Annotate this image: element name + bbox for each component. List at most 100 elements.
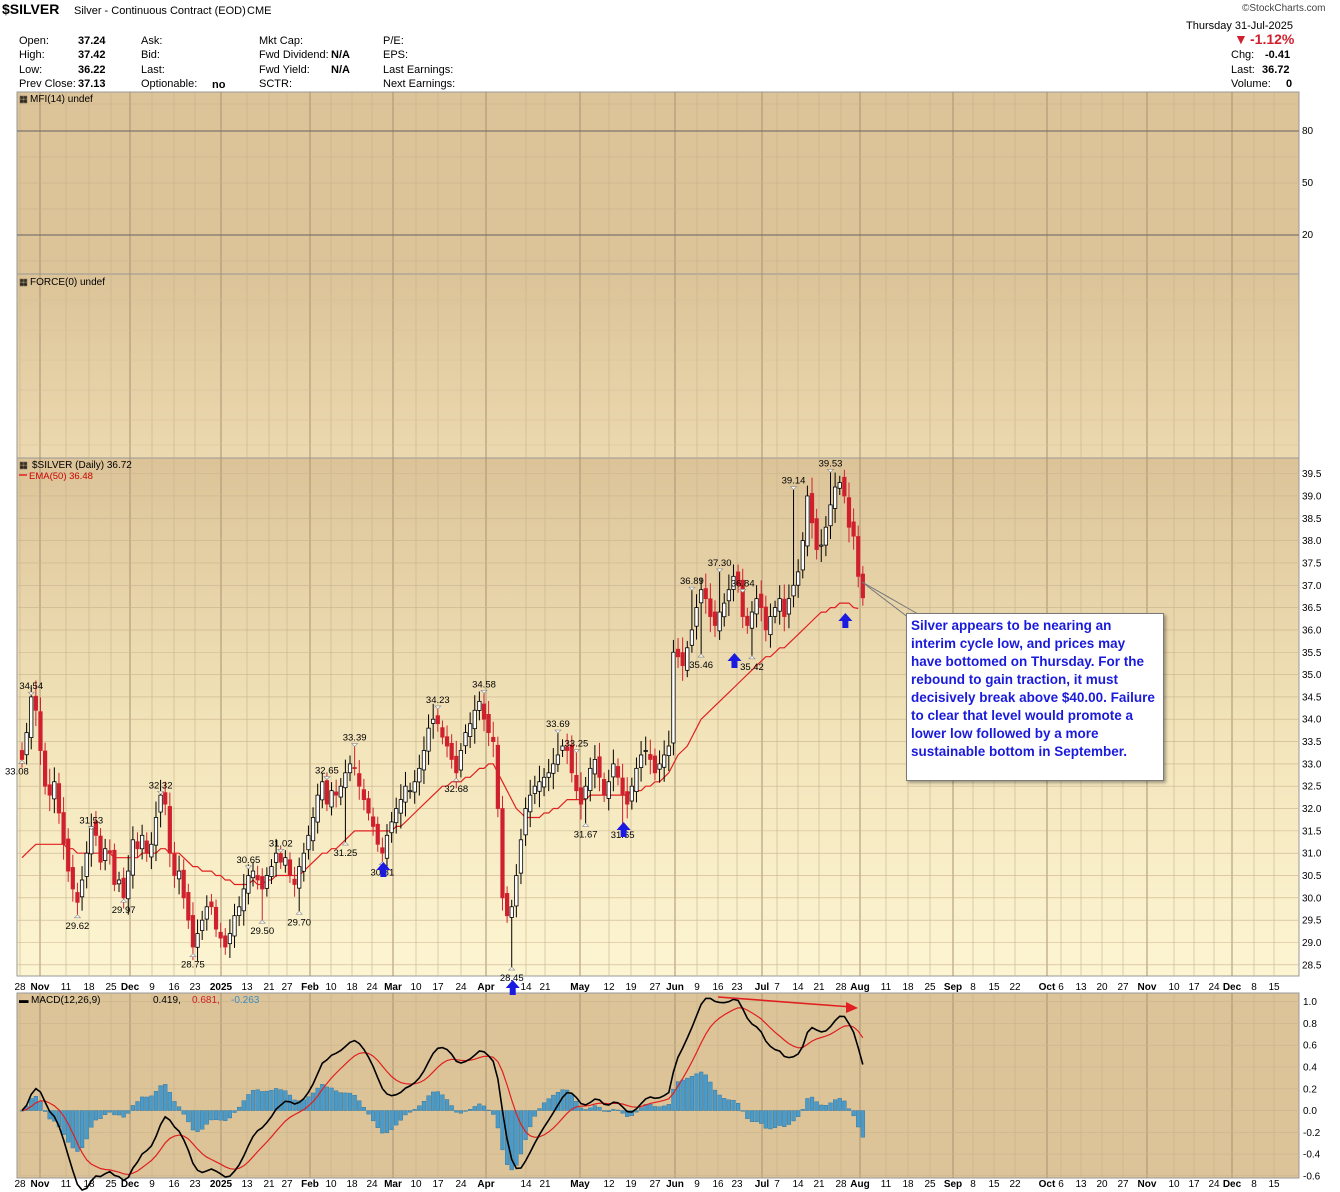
candle-body bbox=[477, 700, 482, 711]
candle-body bbox=[532, 785, 537, 794]
symbol-title[interactable]: $SILVER bbox=[2, 1, 60, 17]
macd-hist-bar bbox=[38, 1101, 43, 1111]
macd-hist-bar bbox=[712, 1089, 718, 1111]
annotation-box[interactable]: Silver appears to be nearing an interim … bbox=[906, 613, 1164, 781]
x-tick-label: 8 bbox=[970, 1179, 976, 1190]
candle-body bbox=[338, 785, 343, 798]
watermark[interactable]: ©StockCharts.com bbox=[1242, 3, 1326, 14]
macd-y-tick: 0.8 bbox=[1303, 1019, 1317, 1030]
candle-body bbox=[135, 841, 140, 850]
candle-body bbox=[712, 611, 718, 626]
candle-body bbox=[495, 744, 500, 809]
open-label: Open: bbox=[19, 35, 49, 47]
candle-body bbox=[255, 874, 260, 881]
macd-hist-bar bbox=[140, 1096, 145, 1111]
candle-body bbox=[223, 935, 228, 948]
x-tick-label: 27 bbox=[1117, 982, 1129, 993]
macd-hist-bar bbox=[93, 1110, 99, 1121]
macd-line bbox=[21, 997, 864, 1191]
price-y-tick: 36.5 bbox=[1302, 603, 1322, 614]
candle-body bbox=[241, 888, 246, 912]
candle-body bbox=[541, 776, 547, 788]
x-tick-label: 15 bbox=[1268, 982, 1280, 993]
price-y-tick: 33.0 bbox=[1302, 759, 1322, 770]
price-label-marker bbox=[87, 826, 96, 830]
candle-body bbox=[740, 579, 745, 617]
candle-body bbox=[283, 857, 288, 866]
x-tick-label: 9 bbox=[149, 1179, 155, 1190]
price-label: 29.50 bbox=[250, 926, 274, 937]
candle-body bbox=[629, 785, 634, 802]
price-icon[interactable]: ▦ bbox=[19, 460, 28, 471]
macd-hist-bar bbox=[680, 1079, 685, 1111]
price-y-tick: 37.0 bbox=[1302, 581, 1322, 592]
macd-hist-bar bbox=[477, 1103, 482, 1111]
x-tick-label: Aug bbox=[850, 1179, 869, 1190]
price-label: 31.67 bbox=[574, 829, 598, 840]
buy-arrows bbox=[376, 613, 853, 995]
price-y-tick: 30.0 bbox=[1302, 893, 1322, 904]
instrument-name: Silver - Continuous Contract (EOD) bbox=[74, 5, 246, 17]
candle-body bbox=[107, 850, 112, 854]
macd-hist-bar bbox=[791, 1110, 796, 1122]
macd-hist-bar bbox=[103, 1110, 108, 1115]
candle-body bbox=[246, 875, 251, 894]
macd-hist-bar bbox=[112, 1110, 117, 1116]
macd-icon[interactable]: ▬ bbox=[19, 995, 29, 1006]
x-tick-label: 11 bbox=[881, 982, 892, 993]
macd-hist-bar bbox=[361, 1107, 366, 1111]
candle-body bbox=[643, 750, 648, 752]
x-tick-label: 6 bbox=[1058, 1179, 1064, 1190]
buy-arrow-icon bbox=[838, 613, 853, 628]
annotation-pointer-2 bbox=[861, 581, 919, 615]
candle-body bbox=[153, 817, 159, 846]
candlesticks bbox=[19, 469, 865, 968]
candle-body bbox=[186, 892, 191, 921]
candle-body bbox=[375, 823, 380, 845]
fwd-dividend-label: Fwd Dividend: bbox=[259, 49, 329, 61]
last-earnings-label: Last Earnings: bbox=[383, 64, 454, 76]
price-label: 33.39 bbox=[343, 732, 367, 743]
candle-body bbox=[320, 781, 325, 801]
x-tick-label: 25 bbox=[924, 1179, 936, 1190]
mfi-icon[interactable]: ▦ bbox=[19, 94, 28, 105]
candle-body bbox=[269, 866, 274, 877]
macd-x-axis: 28 Nov 11 18 25 Dec 9 16 23 2025 13 21 27 Feb 10 18 24 Ma… bbox=[14, 1179, 1280, 1190]
candle-body bbox=[791, 584, 796, 597]
macd-hist-bar bbox=[232, 1110, 237, 1113]
macd-hist-bar bbox=[269, 1090, 274, 1111]
ema50-line bbox=[21, 602, 859, 886]
candle-body bbox=[528, 794, 533, 813]
macd-hist-bar bbox=[421, 1101, 427, 1111]
x-tick-label: 17 bbox=[1188, 982, 1200, 993]
x-tick-label: Jul bbox=[755, 1179, 770, 1190]
candle-body bbox=[666, 745, 671, 757]
price-y-tick: 36.0 bbox=[1302, 625, 1322, 636]
force-icon[interactable]: ▦ bbox=[19, 277, 28, 288]
macd-hist-bar bbox=[860, 1110, 865, 1138]
macd-hist-bar bbox=[763, 1110, 768, 1129]
x-tick-label: 13 bbox=[1075, 982, 1087, 993]
price-label-marker bbox=[434, 705, 442, 710]
divergence-line bbox=[717, 996, 853, 1008]
macd-hist-value: -0.263 bbox=[231, 995, 260, 1006]
price-y-tick: 28.5 bbox=[1302, 960, 1322, 971]
macd-hist-bar bbox=[209, 1110, 214, 1121]
candle-body bbox=[297, 866, 302, 889]
price-label-marker bbox=[73, 914, 82, 919]
candle-body bbox=[167, 806, 172, 854]
price-label: 39.14 bbox=[782, 476, 806, 487]
macd-hist-bar bbox=[343, 1092, 348, 1111]
macd-hist-bar bbox=[89, 1110, 94, 1128]
candle-body bbox=[606, 781, 611, 799]
candle-body bbox=[851, 521, 856, 537]
x-tick-label: 27 bbox=[649, 982, 661, 993]
macd-hist-bar bbox=[357, 1100, 362, 1111]
candle-body bbox=[357, 773, 362, 787]
fwd-yield-value: N/A bbox=[331, 64, 350, 76]
macd-y-tick: 0.0 bbox=[1303, 1106, 1317, 1117]
price-label-marker bbox=[688, 586, 696, 591]
price-label: 30.65 bbox=[236, 855, 260, 866]
candle-body bbox=[324, 780, 330, 805]
candle-body bbox=[412, 781, 417, 793]
